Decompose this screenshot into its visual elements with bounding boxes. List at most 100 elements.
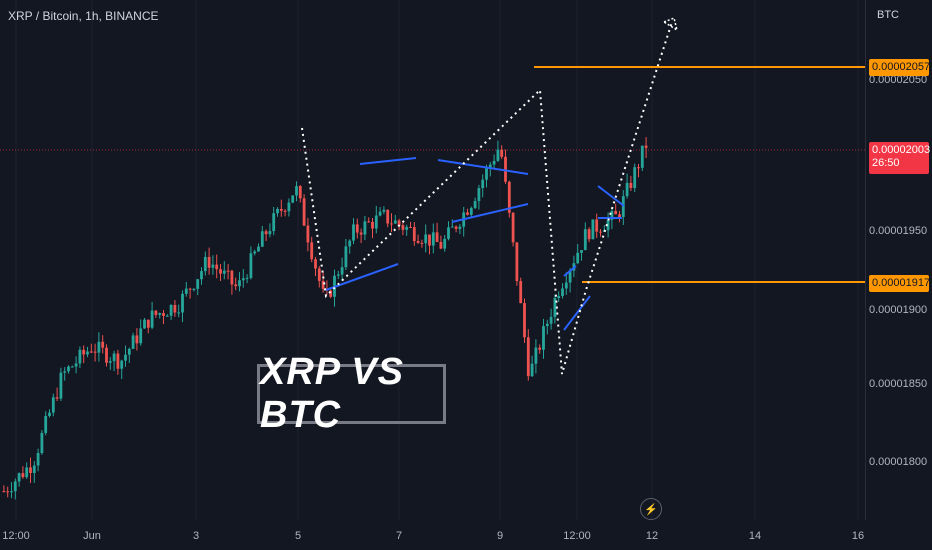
candle-body [317,268,321,281]
candle-countdown: 26:50 [872,157,900,169]
candle-body [21,473,25,478]
candle-body [181,293,184,313]
time-tick-label: 3 [192,530,200,542]
price-tick-label: 0.00001800 [869,456,928,468]
time-tick-label: 12:00 [2,530,30,542]
candle-body [310,242,314,260]
candle-body [500,149,504,157]
candle-body [184,288,188,294]
chart-symbol-title: XRP / Bitcoin, 1h, BINANCE [8,9,159,23]
candle-body [371,221,374,229]
candle-body [131,335,135,349]
candle-body [124,354,127,361]
candle-body [458,226,462,229]
candle-body [257,246,260,252]
candle-body [420,242,424,244]
candle-body [143,319,146,329]
candle-body [245,277,249,279]
candle-body [241,278,245,281]
candle-body [618,214,621,217]
candle-body [640,145,644,168]
candle-body [93,351,97,353]
candle-body [105,347,108,363]
candle-body [424,234,428,244]
candle-body [59,372,63,399]
candle-body [192,288,196,290]
candle-body [139,328,143,344]
candle-body [264,231,268,235]
price-tick-label: 0.00002050 [869,74,928,86]
time-tick-label: 12 [645,530,659,542]
candle-body [120,360,124,369]
candle-body [390,223,393,225]
candle-body [447,227,450,239]
candle-body [287,202,291,212]
projection-path [301,21,673,375]
candle-body [625,182,629,197]
time-tick-label: 14 [748,530,762,542]
candle-body [314,259,317,269]
candle-body [116,353,120,369]
candle-body [32,465,36,473]
candle-body [492,160,496,165]
candle-body [515,242,519,282]
candle-body [348,240,352,247]
candle-body [367,221,371,223]
candle-body [485,168,488,180]
candlestick-series [2,137,648,500]
overlay-title: XRP VS BTC [260,351,404,436]
candle-body [553,298,557,317]
candle-body [393,220,397,224]
candle-body [504,156,507,182]
pattern-line [597,185,625,207]
candle-body [25,467,29,478]
candle-body [530,363,534,377]
resistance-level-badge: 0.00002057 [869,59,930,76]
candle-body [89,351,93,353]
candle-body [169,305,173,316]
candle-body [428,234,431,246]
candle-body [412,227,416,242]
lightning-icon[interactable]: ⚡ [640,498,662,520]
candle-body [268,231,272,235]
candle-body [561,288,564,296]
candle-body [496,149,500,161]
pattern-drawings [325,157,625,331]
candle-body [363,221,367,235]
pattern-line [359,157,417,165]
pattern-line [563,295,591,331]
candle-body [48,412,51,416]
candle-body [378,211,382,216]
candle-body [511,212,515,243]
candle-body [519,281,523,304]
candle-body [200,271,203,280]
current-price-value: 0.00002003 [872,144,931,156]
pattern-line [563,265,577,277]
candle-body [249,253,253,278]
candle-body [644,145,648,148]
candle-body [416,241,420,243]
candle-body [568,270,572,283]
candle-body [564,282,568,289]
candle-body [507,181,511,213]
candle-body [207,256,211,268]
candle-body [306,225,310,243]
candle-body [549,316,553,324]
candle-body [473,201,477,209]
candle-body [454,226,458,229]
candle-body [215,264,219,270]
candle-body [272,213,276,232]
candle-body [336,274,340,276]
price-tick-label: 0.00001900 [869,304,928,316]
candle-body [86,351,89,355]
candle-body [36,453,40,466]
candle-body [576,252,580,264]
candle-body [253,251,257,254]
candle-body [135,335,139,344]
candle-body [196,279,200,289]
candle-body [219,269,222,274]
candle-body [2,491,6,493]
price-axis-border [865,0,866,520]
candle-body [591,219,595,240]
